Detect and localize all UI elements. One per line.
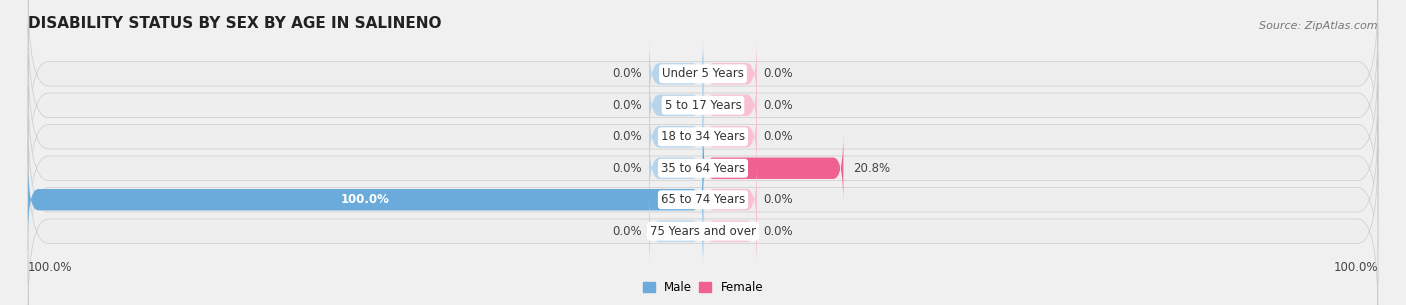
Text: 100.0%: 100.0%: [28, 261, 73, 274]
Text: 0.0%: 0.0%: [613, 225, 643, 238]
FancyBboxPatch shape: [28, 86, 1378, 250]
FancyBboxPatch shape: [28, 55, 1378, 219]
FancyBboxPatch shape: [703, 132, 844, 205]
FancyBboxPatch shape: [650, 100, 703, 173]
Text: 20.8%: 20.8%: [853, 162, 890, 175]
FancyBboxPatch shape: [28, 163, 703, 236]
FancyBboxPatch shape: [28, 117, 1378, 282]
FancyBboxPatch shape: [650, 37, 703, 110]
Text: 100.0%: 100.0%: [1333, 261, 1378, 274]
Text: Source: ZipAtlas.com: Source: ZipAtlas.com: [1260, 21, 1378, 31]
FancyBboxPatch shape: [703, 69, 756, 142]
Legend: Male, Female: Male, Female: [638, 276, 768, 299]
Text: Under 5 Years: Under 5 Years: [662, 67, 744, 80]
Text: 100.0%: 100.0%: [342, 193, 389, 206]
Text: 5 to 17 Years: 5 to 17 Years: [665, 99, 741, 112]
FancyBboxPatch shape: [703, 100, 756, 173]
Text: 0.0%: 0.0%: [763, 193, 793, 206]
Text: DISABILITY STATUS BY SEX BY AGE IN SALINENO: DISABILITY STATUS BY SEX BY AGE IN SALIN…: [28, 16, 441, 31]
Text: 0.0%: 0.0%: [613, 130, 643, 143]
Text: 0.0%: 0.0%: [613, 67, 643, 80]
FancyBboxPatch shape: [650, 132, 703, 205]
Text: 0.0%: 0.0%: [613, 162, 643, 175]
FancyBboxPatch shape: [28, 149, 1378, 305]
Text: 0.0%: 0.0%: [763, 67, 793, 80]
Text: 0.0%: 0.0%: [763, 99, 793, 112]
Text: 0.0%: 0.0%: [613, 99, 643, 112]
FancyBboxPatch shape: [650, 195, 703, 268]
Text: 18 to 34 Years: 18 to 34 Years: [661, 130, 745, 143]
Text: 0.0%: 0.0%: [763, 225, 793, 238]
Text: 0.0%: 0.0%: [763, 130, 793, 143]
Text: 35 to 64 Years: 35 to 64 Years: [661, 162, 745, 175]
Text: 65 to 74 Years: 65 to 74 Years: [661, 193, 745, 206]
FancyBboxPatch shape: [703, 195, 756, 268]
FancyBboxPatch shape: [28, 0, 1378, 156]
Text: 75 Years and over: 75 Years and over: [650, 225, 756, 238]
FancyBboxPatch shape: [28, 23, 1378, 188]
FancyBboxPatch shape: [703, 163, 756, 236]
FancyBboxPatch shape: [650, 69, 703, 142]
FancyBboxPatch shape: [703, 37, 756, 110]
